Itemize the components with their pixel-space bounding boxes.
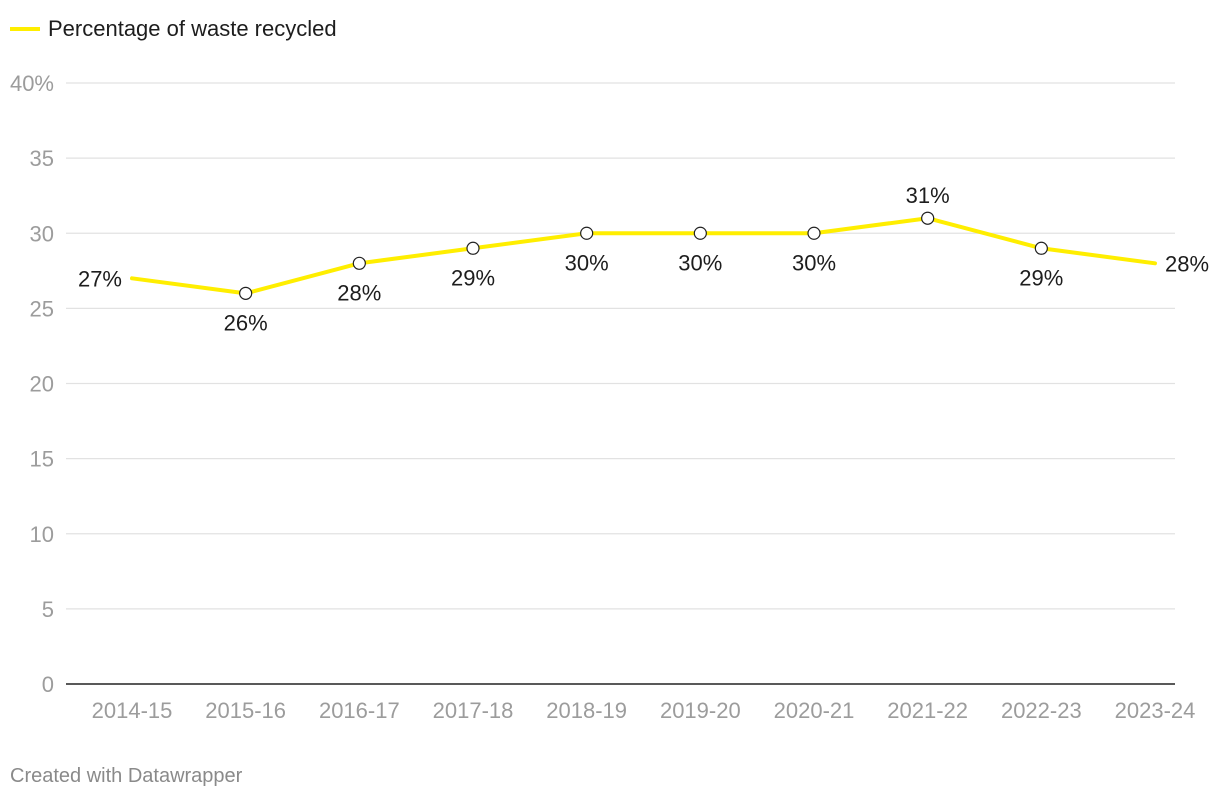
data-point — [921, 211, 935, 225]
data-label: 26% — [224, 310, 268, 335]
y-tick-label: 15 — [30, 447, 54, 472]
legend-label: Percentage of waste recycled — [48, 16, 337, 41]
data-label: 31% — [906, 183, 950, 208]
data-point — [580, 226, 594, 240]
y-tick-label: 10 — [30, 522, 54, 547]
y-tick-label: 40% — [10, 71, 54, 96]
data-point — [239, 286, 253, 300]
x-tick-label: 2017-18 — [433, 698, 514, 723]
chart-legend: Percentage of waste recycled — [10, 16, 337, 42]
y-tick-label: 30 — [30, 221, 54, 246]
data-label: 29% — [1019, 265, 1063, 290]
data-label: 30% — [678, 250, 722, 275]
data-label: 28% — [337, 280, 381, 305]
footer-credit: Created with Datawrapper — [10, 765, 243, 787]
data-point — [1034, 241, 1048, 255]
y-tick-label: 20 — [30, 372, 54, 397]
legend-swatch — [10, 27, 40, 31]
y-tick-label: 0 — [42, 672, 54, 697]
x-tick-label: 2020-21 — [774, 698, 855, 723]
data-label: 28% — [1165, 251, 1209, 276]
x-tick-label: 2018-19 — [546, 698, 627, 723]
x-tick-label: 2015-16 — [205, 698, 286, 723]
data-point — [807, 226, 821, 240]
data-label: 30% — [792, 250, 836, 275]
x-tick-label: 2021-22 — [887, 698, 968, 723]
series-line — [130, 216, 1157, 296]
y-tick-label: 5 — [42, 597, 54, 622]
y-tick-label: 35 — [30, 146, 54, 171]
x-tick-label: 2022-23 — [1001, 698, 1082, 723]
x-tick-label: 2016-17 — [319, 698, 400, 723]
y-tick-label: 25 — [30, 296, 54, 321]
data-label: 29% — [451, 265, 495, 290]
data-point — [466, 241, 480, 255]
data-point — [693, 226, 707, 240]
data-point — [352, 256, 366, 270]
x-tick-label: 2014-15 — [92, 698, 173, 723]
data-label: 30% — [565, 250, 609, 275]
data-label: 27% — [78, 266, 122, 291]
x-tick-label: 2023-24 — [1115, 698, 1196, 723]
x-tick-label: 2019-20 — [660, 698, 741, 723]
